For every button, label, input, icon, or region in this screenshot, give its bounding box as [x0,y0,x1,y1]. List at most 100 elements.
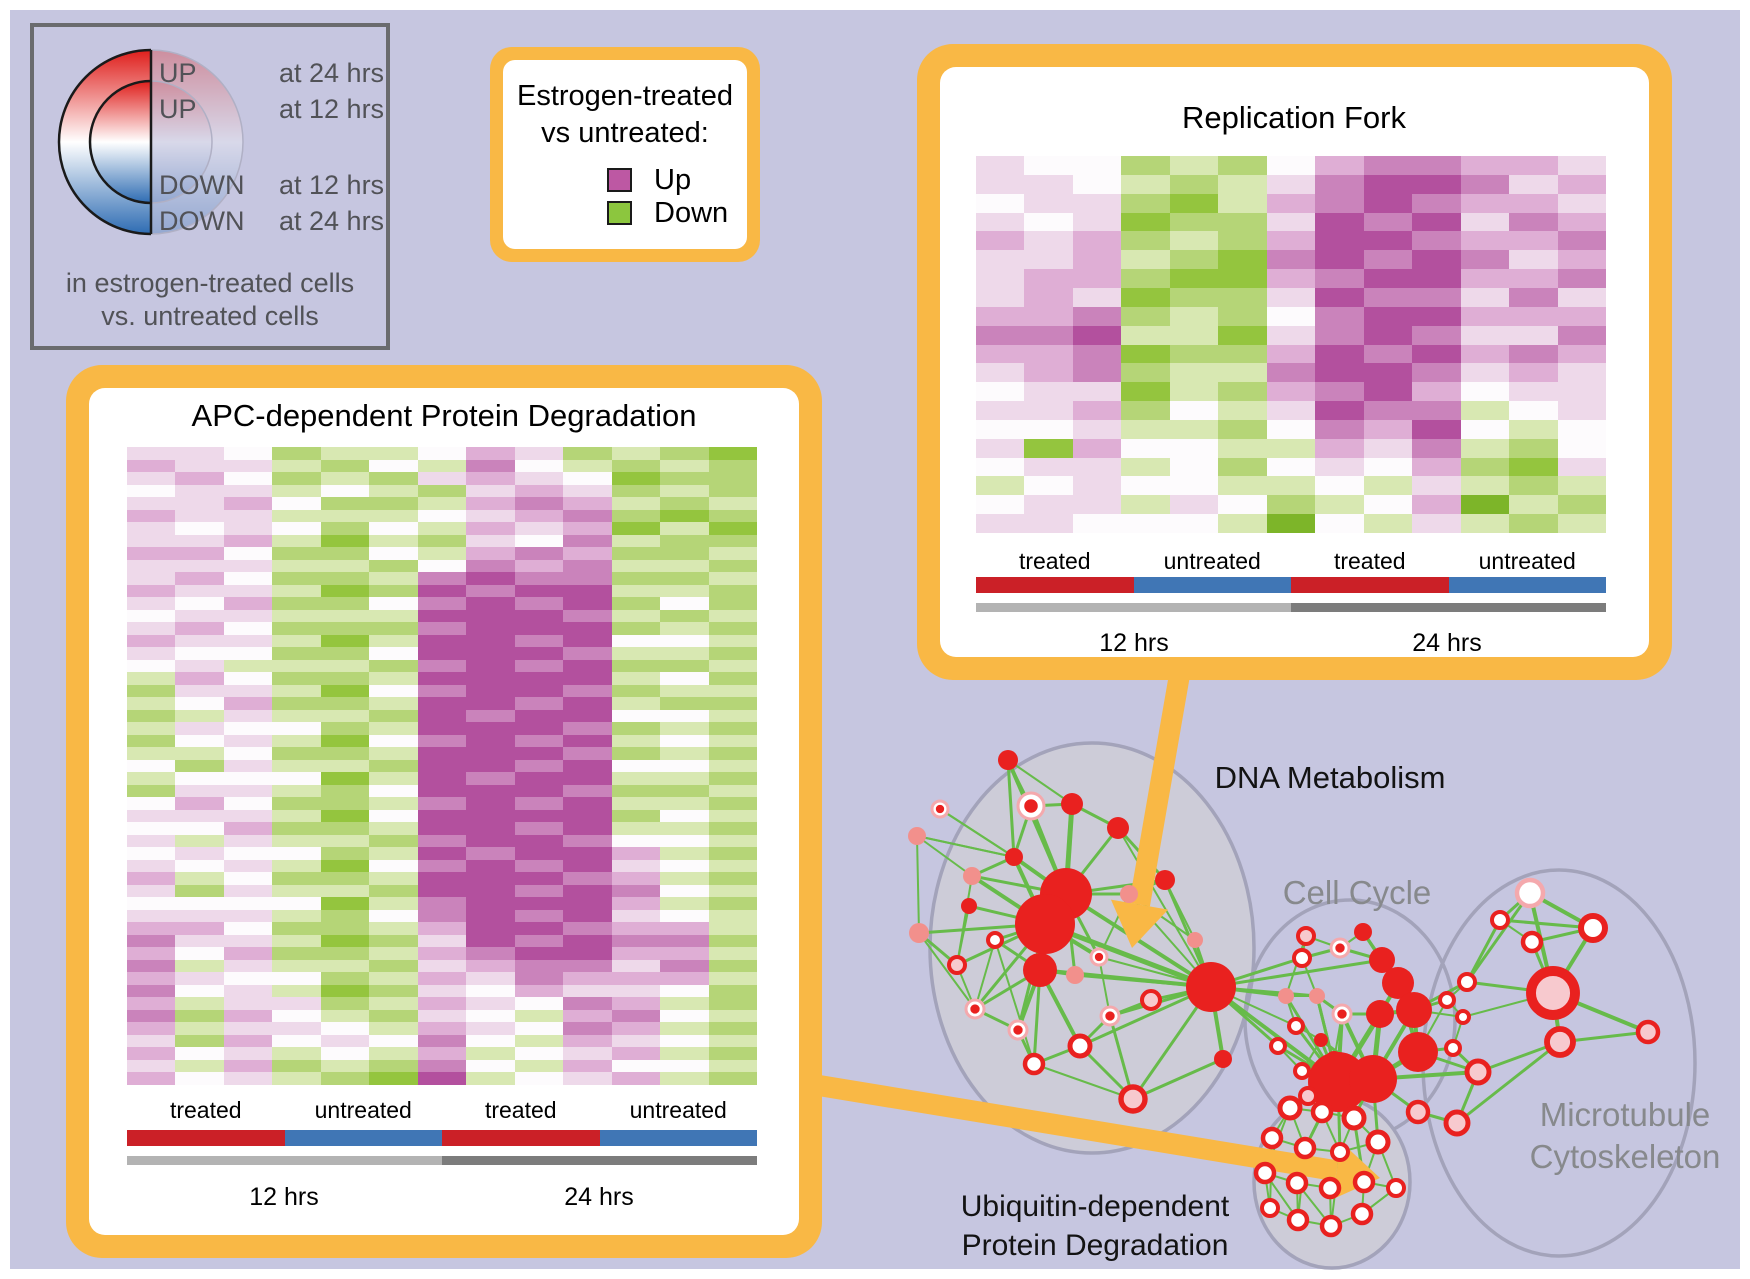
heatmap-cell [417,647,467,660]
heatmap-cell [514,459,564,473]
heatmap-cell [1121,193,1170,213]
heatmap-cell [369,822,418,835]
apc-group-labels: treated untreated treated untreated [127,1097,757,1124]
heatmap-cell [223,597,273,610]
heatmap-cell [223,784,273,798]
heatmap-cell [369,1022,418,1035]
heatmap-cell [660,997,709,1010]
heatmap-cell [223,647,273,660]
heatmap-cell [976,457,1025,477]
heatmap-cell [320,897,370,910]
heatmap-cell [223,822,273,835]
heatmap-cell [1218,287,1267,307]
heatmap-cell [320,634,370,648]
heatmap-cell [320,947,370,960]
heatmap-cell [127,709,176,723]
heatmap-cell [611,734,661,748]
heatmap-cell [1509,306,1558,326]
heatmap-cell [1266,269,1316,288]
heatmap-cell [708,484,757,498]
heatmap-cell [1363,306,1413,326]
heatmap-cell [611,759,661,773]
network-node [1349,1055,1397,1103]
heatmap-cell [466,522,515,535]
heatmap-cell [1460,193,1510,213]
direction-label: UP [159,94,197,124]
heatmap-cell [611,1022,661,1035]
updown-ring-diagram [57,48,244,236]
heatmap-cell [1024,438,1073,458]
heatmap-cell [611,497,661,510]
network-node [1286,1208,1310,1232]
down-label: Down [654,196,729,229]
heatmap-cell [660,1034,709,1048]
network-edge [1210,958,1383,989]
heatmap-cell [976,287,1025,307]
heatmap-cell [563,584,612,598]
network-node [1292,948,1312,968]
heatmap-cell [1024,476,1073,496]
heatmap-cell [1509,287,1558,307]
heatmap-cell [369,697,418,710]
heatmap-cell [369,659,418,673]
network-node [1260,1126,1284,1150]
heatmap-cell [417,659,467,673]
heatmap-cell [223,659,273,673]
heatmap-cell [272,647,321,660]
heatmap-cell [466,997,515,1010]
heatmap-cell [320,1047,370,1060]
heatmap-cell [175,759,224,773]
heatmap-cell [708,734,757,748]
heatmap-cell [369,722,418,735]
heatmap-cell [514,872,564,885]
heatmap-cell [417,1072,467,1085]
heatmap-cell [1218,495,1267,515]
heatmap-cell [611,534,661,548]
heatmap-cell [563,1047,612,1060]
heatmap-cell [1509,476,1558,496]
heatmap-cell [1509,269,1558,288]
time-label: at 24 hrs [279,206,385,236]
heatmap-cell [660,559,709,573]
heatmap-cell [1169,250,1219,270]
heatmap-cell [175,572,224,585]
heatmap-cell [369,884,418,898]
heatmap-cell [563,797,612,810]
heatmap-cell [417,1047,467,1060]
heatmap-cell [660,659,709,673]
network-node [1309,988,1325,1004]
heatmap-cell [1509,174,1558,194]
network-edge [916,835,973,877]
heatmap-cell [320,609,370,623]
heatmap-cell [417,872,467,885]
heatmap-cell [175,559,224,573]
rf-panel-title: Replication Fork [1182,100,1406,135]
heatmap-cell [223,884,273,898]
heatmap-cell [369,709,418,723]
heatmap-cell [1557,269,1606,288]
heatmap-cell [514,972,564,985]
heatmap-cell [1315,287,1364,307]
heatmap-cell [272,697,321,710]
heatmap-cell [272,634,321,648]
heatmap-cell [611,447,661,460]
heatmap-cell [1363,156,1413,175]
heatmap-cell [1218,344,1267,364]
network-edge [1456,1040,1561,1125]
heatmap-cell [417,1034,467,1048]
heatmap-cell [127,1034,176,1048]
heatmap-cell [466,959,515,973]
heatmap-cell [1024,344,1073,364]
network-node [1287,1017,1305,1035]
heatmap-cell [223,684,273,698]
heatmap-cell [369,1034,418,1048]
heatmap-cell [369,972,418,985]
heatmap-cell [223,834,273,848]
group-label: treated [484,1097,557,1123]
heatmap-cell [1218,325,1267,345]
heatmap-cell [708,647,757,660]
heatmap-cell [175,984,224,998]
heatmap-cell [272,497,321,510]
heatmap-cell [369,734,418,748]
heatmap-cell [1460,325,1510,345]
